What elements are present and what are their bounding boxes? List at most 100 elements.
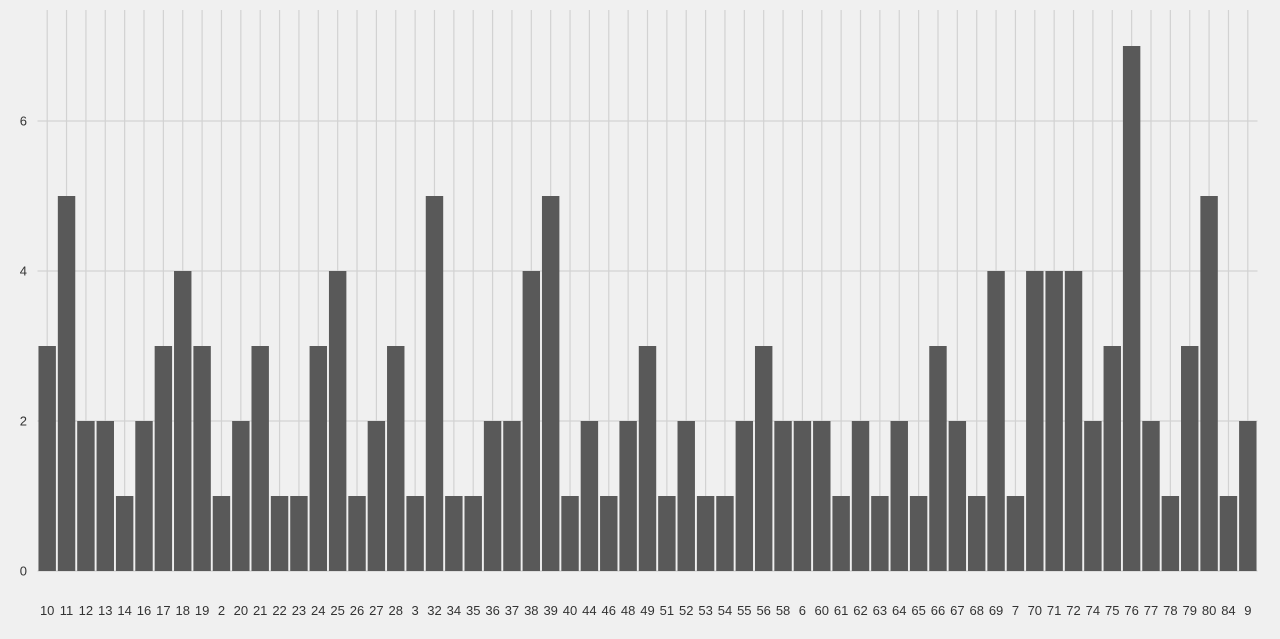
bar-6 — [793, 421, 812, 571]
x-tick-label: 65 — [911, 603, 925, 618]
bar-55 — [735, 421, 754, 571]
x-tick-label: 32 — [427, 603, 441, 618]
bar-11 — [57, 196, 76, 571]
x-tick-label: 36 — [485, 603, 499, 618]
x-tick-label: 35 — [466, 603, 480, 618]
bar-22 — [270, 496, 289, 571]
x-tick-label: 3 — [412, 603, 419, 618]
x-tick-label: 44 — [582, 603, 596, 618]
x-tick-label: 46 — [602, 603, 616, 618]
bar-23 — [290, 496, 308, 571]
bar-13 — [96, 421, 114, 571]
bar-65 — [909, 496, 928, 571]
x-tick-label: 66 — [931, 603, 945, 618]
bar-58 — [774, 421, 792, 571]
bar-38 — [522, 271, 541, 571]
x-tick-label: 71 — [1047, 603, 1061, 618]
bar-layer — [38, 46, 1257, 571]
x-tick-label: 21 — [253, 603, 267, 618]
x-tick-label: 80 — [1202, 603, 1216, 618]
bar-76 — [1122, 46, 1141, 571]
bar-51 — [658, 496, 676, 571]
x-tick-label: 40 — [563, 603, 577, 618]
x-tick-label: 12 — [79, 603, 93, 618]
bar-21 — [251, 346, 269, 571]
bar-53 — [696, 496, 715, 571]
x-tick-label: 7 — [1012, 603, 1019, 618]
x-tick-label: 53 — [698, 603, 712, 618]
x-tick-label: 74 — [1086, 603, 1100, 618]
bar-25 — [328, 271, 347, 571]
x-tick-label: 55 — [737, 603, 751, 618]
bar-14 — [115, 496, 134, 571]
bar-48 — [619, 421, 637, 571]
bar-39 — [541, 196, 560, 571]
bar-75 — [1103, 346, 1121, 571]
x-tick-label: 22 — [272, 603, 286, 618]
x-tick-label: 11 — [60, 603, 74, 618]
bar-78 — [1161, 496, 1180, 571]
bar-9 — [1239, 421, 1257, 571]
x-tick-label: 76 — [1124, 603, 1138, 618]
x-tick-label: 69 — [989, 603, 1003, 618]
bar-7 — [1006, 496, 1025, 571]
bar-62 — [851, 421, 870, 571]
x-tick-label: 23 — [292, 603, 306, 618]
x-tick-label: 10 — [40, 603, 54, 618]
x-tick-label: 19 — [195, 603, 209, 618]
bar-79 — [1181, 346, 1199, 571]
bar-28 — [387, 346, 405, 571]
x-tick-label: 9 — [1244, 603, 1251, 618]
bar-68 — [967, 496, 986, 571]
x-tick-label: 18 — [176, 603, 190, 618]
bar-35 — [464, 496, 482, 571]
bar-60 — [813, 421, 831, 571]
bar-40 — [561, 496, 579, 571]
x-tick-label: 52 — [679, 603, 693, 618]
x-tick-label: 13 — [98, 603, 112, 618]
bar-46 — [600, 496, 618, 571]
x-tick-label: 25 — [330, 603, 344, 618]
x-tick-label: 6 — [799, 603, 806, 618]
x-tick-label: 27 — [369, 603, 383, 618]
x-tick-label: 28 — [389, 603, 403, 618]
x-tick-label: 68 — [969, 603, 983, 618]
bar-49 — [638, 346, 657, 571]
bar-54 — [716, 496, 734, 571]
x-tick-label: 37 — [505, 603, 519, 618]
bar-3 — [406, 496, 424, 571]
x-tick-label: 64 — [892, 603, 906, 618]
bar-71 — [1045, 271, 1063, 571]
x-tick-label: 48 — [621, 603, 635, 618]
bar-36 — [483, 421, 502, 571]
y-tick-label: 0 — [20, 564, 27, 579]
bar-63 — [871, 496, 889, 571]
bar-34 — [445, 496, 463, 571]
x-tick-label: 77 — [1144, 603, 1158, 618]
x-tick-label: 20 — [234, 603, 248, 618]
bar-52 — [677, 421, 695, 571]
bar-32 — [425, 196, 444, 571]
bar-80 — [1200, 196, 1218, 571]
x-tick-label: 72 — [1066, 603, 1080, 618]
x-tick-label: 16 — [137, 603, 151, 618]
x-tick-label: 79 — [1182, 603, 1196, 618]
bar-18 — [174, 271, 192, 571]
bar-74 — [1084, 421, 1102, 571]
x-tick-label: 26 — [350, 603, 364, 618]
bar-70 — [1026, 271, 1044, 571]
x-tick-label: 70 — [1028, 603, 1042, 618]
x-tick-label: 2 — [218, 603, 225, 618]
bar-44 — [580, 421, 599, 571]
x-tick-label: 60 — [815, 603, 829, 618]
bar-72 — [1064, 271, 1083, 571]
x-tick-label: 84 — [1221, 603, 1235, 618]
y-tick-label: 6 — [20, 114, 27, 129]
bar-61 — [832, 496, 850, 571]
bar-19 — [193, 346, 211, 571]
bar-56 — [754, 346, 773, 571]
x-tick-label: 63 — [873, 603, 887, 618]
